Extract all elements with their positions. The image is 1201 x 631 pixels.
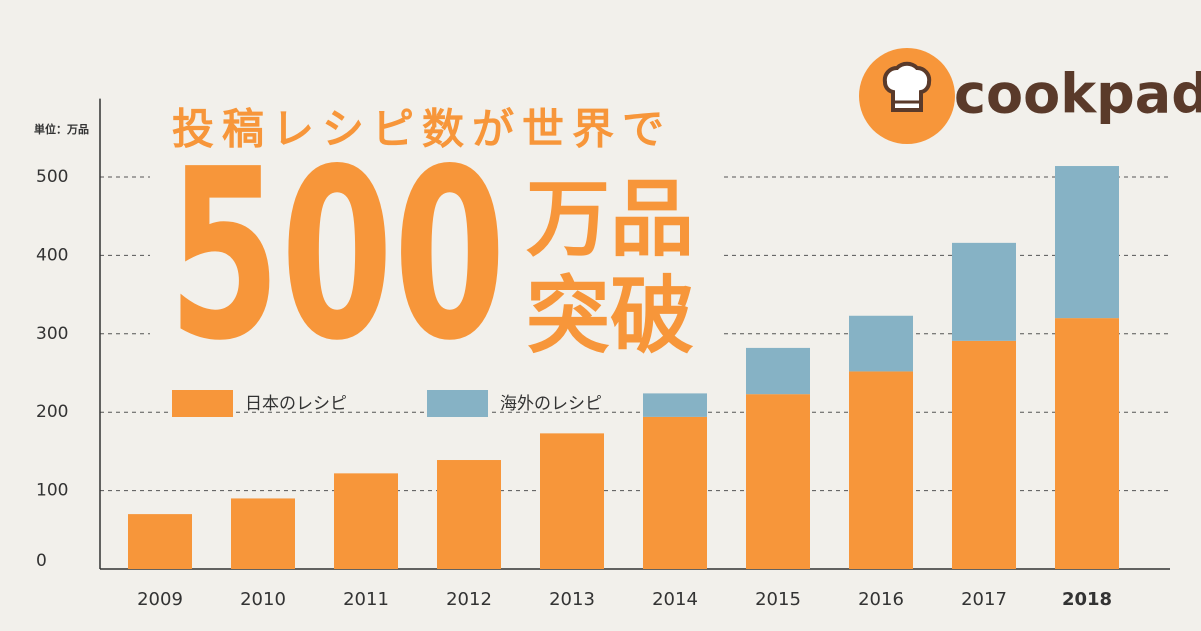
legend-swatch <box>172 390 233 417</box>
y-tick-label: 500 <box>36 167 68 187</box>
x-tick-label: 2018 <box>1062 589 1112 610</box>
y-tick-label: 400 <box>36 245 68 265</box>
y-tick-label: 200 <box>36 402 68 422</box>
headline-unit: 万品 <box>526 170 694 268</box>
y-tick-label: 100 <box>36 481 68 501</box>
headline-number: 500 <box>168 119 506 392</box>
bar-segment <box>1055 318 1119 569</box>
logo-hat <box>882 61 932 112</box>
bar-segment <box>849 371 913 569</box>
bar-segment <box>952 242 1016 341</box>
legend-label: 海外のレシピ <box>500 394 602 414</box>
x-tick-label: 2012 <box>446 589 492 610</box>
y-tick-label: 300 <box>36 324 68 344</box>
x-tick-label: 2011 <box>343 589 389 610</box>
x-tick-label: 2013 <box>549 589 595 610</box>
legend: 日本のレシピ 海外のレシピ <box>172 390 602 417</box>
bar-segment <box>746 347 810 395</box>
bar-segment <box>1055 166 1119 319</box>
x-tick-label: 2014 <box>652 589 698 610</box>
x-tick-label: 2010 <box>240 589 286 610</box>
bar-segment <box>437 460 501 569</box>
chart-title: 投稿レシピ数が世界で <box>172 105 672 154</box>
bar-segment <box>334 473 398 569</box>
headline-verb: 突破 <box>526 267 694 365</box>
x-tick-label: 2009 <box>137 589 183 610</box>
y-tick-label: 0 <box>36 551 47 571</box>
bar-segment <box>746 394 810 569</box>
bar-segment <box>643 393 707 417</box>
bar-segment <box>952 340 1016 569</box>
headline-backdrop <box>150 100 722 370</box>
unit-label: 単位：万品 <box>34 122 89 136</box>
x-tick-label: 2017 <box>961 589 1007 610</box>
bar-segment <box>231 498 295 569</box>
x-tick-label: 2016 <box>858 589 904 610</box>
logo-text: cookpad <box>954 63 1201 126</box>
legend-label: 日本のレシピ <box>245 394 347 414</box>
x-tick-label: 2015 <box>755 589 801 610</box>
bar-segment <box>849 315 913 372</box>
bar-segment <box>128 514 192 569</box>
legend-swatch <box>427 390 488 417</box>
logo: cookpad <box>859 48 1201 144</box>
bar-segment <box>540 433 604 569</box>
bar-segment <box>643 416 707 569</box>
